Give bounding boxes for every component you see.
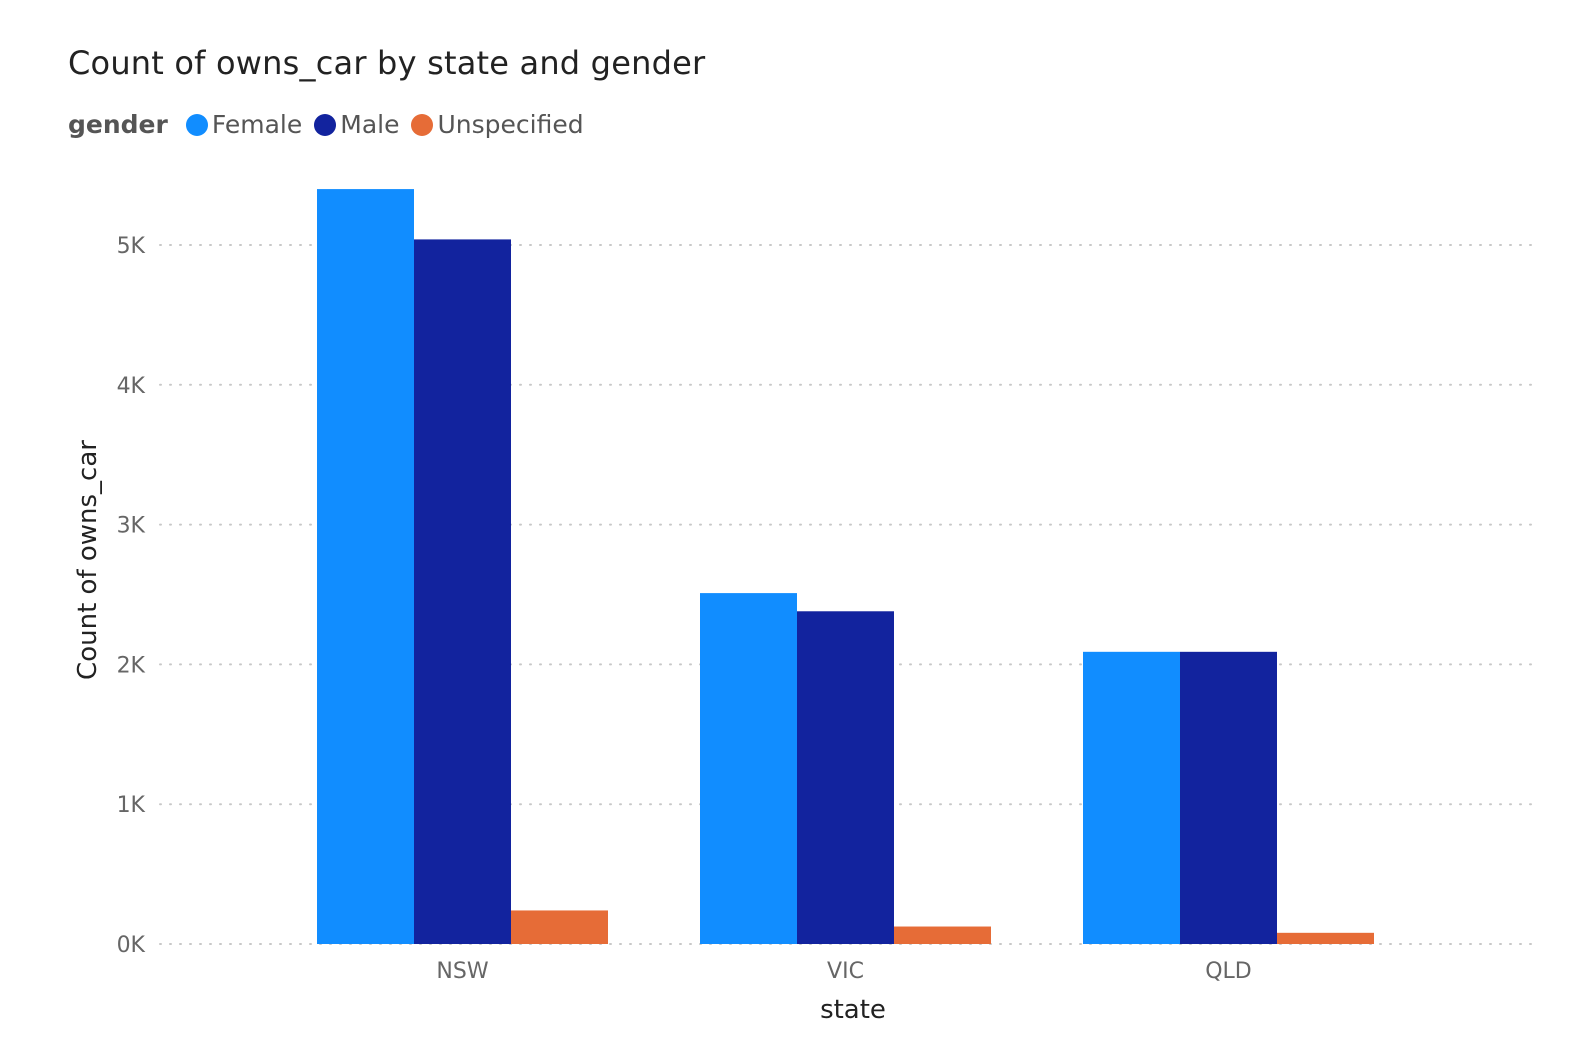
y-tick-label: 4K <box>117 374 146 399</box>
y-tick-label: 1K <box>117 793 146 818</box>
legend-marker-unspecified <box>411 113 434 136</box>
bar-nsw-unspecified[interactable] <box>511 910 608 944</box>
bar-nsw-female[interactable] <box>317 189 414 944</box>
bar-nsw-male[interactable] <box>414 239 511 944</box>
legend-label-male: Male <box>340 110 400 139</box>
y-axis-ticks: 0K 1K 2K 3K 4K 5K <box>117 234 146 958</box>
legend-label-unspecified: Unspecified <box>437 110 584 139</box>
legend-item-unspecified[interactable]: Unspecified <box>411 110 584 139</box>
x-axis-ticks: NSW VIC QLD <box>436 959 1251 984</box>
legend-item-female[interactable]: Female <box>185 110 303 139</box>
x-tick-label: VIC <box>827 959 864 984</box>
bar-qld-male[interactable] <box>1180 651 1277 944</box>
x-tick-label: QLD <box>1205 959 1252 984</box>
bar-vic-unspecified[interactable] <box>894 926 991 944</box>
bar-qld-unspecified[interactable] <box>1277 932 1374 944</box>
chart-legend: gender Female Male Unspecified <box>68 110 596 139</box>
bar-vic-female[interactable] <box>700 593 797 944</box>
legend-item-male[interactable]: Male <box>314 110 399 139</box>
legend-title: gender <box>68 110 168 139</box>
y-axis-title: Count of owns_car <box>73 440 103 680</box>
x-tick-label: NSW <box>436 959 488 984</box>
bar-vic-male[interactable] <box>797 611 894 944</box>
y-tick-label: 5K <box>117 234 146 259</box>
legend-label-female: Female <box>211 110 303 139</box>
legend-marker-female <box>185 113 208 136</box>
chart-title: Count of owns_car by state and gender <box>68 44 706 82</box>
y-tick-label: 2K <box>117 653 146 678</box>
legend-marker-male <box>314 113 337 136</box>
x-axis-title: state <box>820 995 886 1025</box>
y-tick-label: 0K <box>117 933 146 958</box>
y-tick-label: 3K <box>117 514 146 539</box>
bar-qld-female[interactable] <box>1083 651 1180 944</box>
bars <box>317 189 1374 944</box>
